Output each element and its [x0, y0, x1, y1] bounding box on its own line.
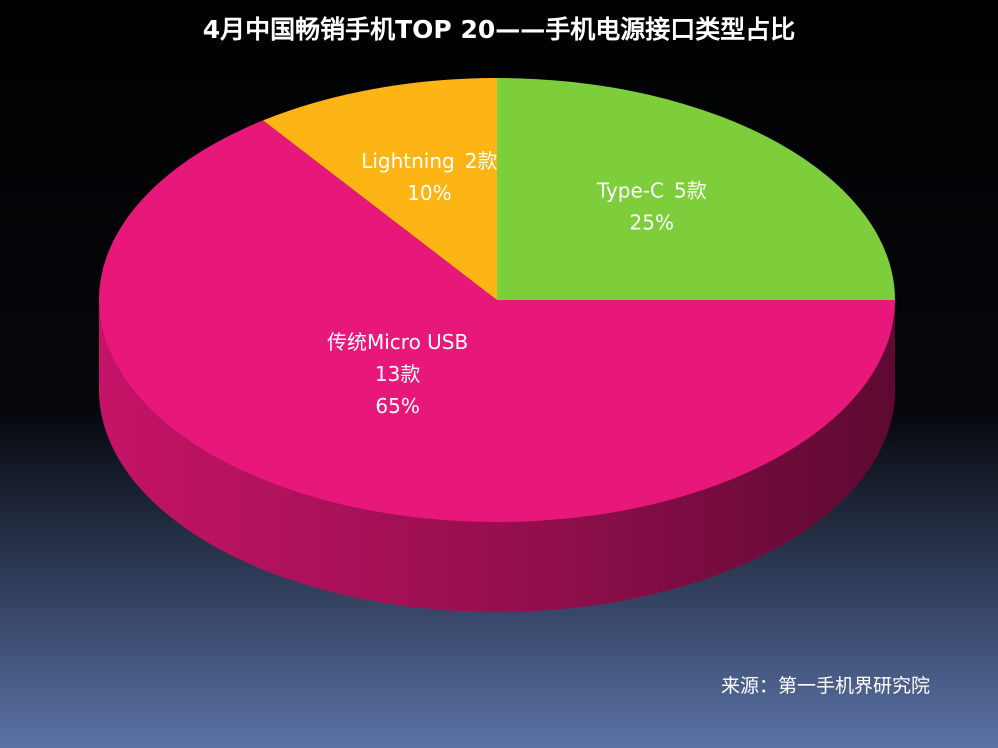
data-label-part: Lightning [361, 149, 455, 173]
data-label-part: 13款 [375, 362, 420, 386]
data-label-part: 25% [630, 211, 674, 235]
source: 来源：第一手机界研究院 [721, 675, 930, 697]
pie-slice [98, 120, 895, 522]
data-label: Type-C 5款 25% [596, 179, 707, 235]
data-label-part: 10% [407, 181, 451, 205]
chart-title: 4月中国畅销手机TOP 20——手机电源接口类型占比 [203, 15, 796, 44]
pie-slice [263, 78, 497, 300]
data-label-part: 5款 [674, 179, 707, 203]
data-label-part: 传统Micro USB [327, 330, 468, 354]
data-label-part: Type-C [596, 179, 664, 203]
data-label: 传统Micro USB 13款 65% [327, 330, 468, 418]
data-label: Lightning 2款 10% [361, 149, 497, 205]
pie-slice [497, 78, 895, 300]
pie-side-shade [99, 300, 895, 612]
data-label-part: 65% [375, 394, 419, 418]
data-label-part: 2款 [465, 149, 498, 173]
